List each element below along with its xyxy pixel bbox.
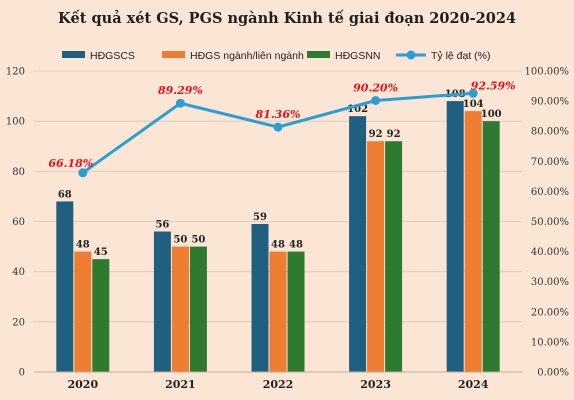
bar-value-label: 104	[463, 99, 484, 110]
bar-value-label: 92	[369, 129, 383, 140]
bar	[153, 231, 171, 372]
bar	[74, 251, 92, 372]
legend: HĐGSCS HĐGS ngành/liên ngành HĐGSNN Tỷ lệ đ…	[62, 50, 491, 62]
x-tick-label: 2022	[263, 378, 294, 391]
bar-value-label: 50	[191, 235, 205, 246]
bar	[367, 141, 385, 372]
bar	[92, 259, 110, 372]
x-tick-label: 2021	[165, 378, 196, 391]
y2-tick-label: 90.00%	[531, 97, 569, 108]
bar	[482, 121, 500, 373]
y2-tick-label: 100.00%	[525, 67, 570, 78]
y-axis-left: 0 20 40 60 80 100 120	[6, 67, 25, 379]
legend-label: HĐGSNN	[335, 50, 381, 62]
y-axis-right: 0.00% 10.00% 20.00% 30.00% 40.00% 50.00% 60.00…	[525, 67, 570, 379]
x-tick-label: 2023	[360, 378, 391, 391]
bar-value-label: 68	[58, 189, 72, 200]
y-tick-label: 40	[12, 267, 25, 278]
rate-line	[81, 91, 474, 175]
bar	[171, 246, 189, 372]
y2-tick-label: 30.00%	[531, 277, 569, 288]
bar-value-label: 59	[253, 212, 267, 223]
y2-tick-label: 50.00%	[531, 217, 569, 228]
legend-swatch	[162, 51, 185, 58]
bar	[251, 224, 269, 372]
bar-value-label: 100	[481, 109, 502, 120]
rate-point	[371, 95, 381, 105]
bar	[446, 101, 464, 372]
x-axis: 2020 2021 2022 2023 2024	[34, 371, 522, 391]
rate-value-label: 81.36%	[256, 108, 301, 121]
rate-line-series: 66.18% 89.29% 81.36% 90.20% 92.59%	[48, 79, 516, 178]
y-tick-label: 60	[12, 217, 25, 228]
bar	[287, 251, 305, 372]
rate-point	[273, 122, 283, 132]
legend-label: HĐGS ngành/liên ngành	[190, 50, 304, 62]
bar-value-label: 50	[173, 235, 187, 246]
bar	[189, 246, 207, 372]
rate-point	[175, 98, 185, 108]
y-tick-label: 80	[12, 167, 25, 178]
legend-marker	[406, 50, 416, 60]
y-tick-label: 120	[6, 67, 25, 78]
legend-swatch	[62, 51, 85, 58]
y-tick-label: 100	[6, 117, 25, 128]
y2-tick-label: 40.00%	[531, 247, 569, 258]
rate-point	[78, 168, 88, 178]
bar	[269, 251, 287, 372]
y2-tick-label: 70.00%	[531, 157, 569, 168]
bar	[56, 201, 74, 372]
y2-tick-label: 0.00%	[537, 368, 569, 379]
bar-value-label: 92	[387, 129, 401, 140]
bar-value-label: 48	[76, 240, 90, 251]
rate-value-label: 90.20%	[353, 81, 398, 94]
legend-label: HĐGSCS	[90, 50, 135, 62]
y2-tick-label: 80.00%	[531, 127, 569, 138]
rate-value-label: 89.29%	[158, 84, 203, 97]
bar-value-label: 45	[94, 247, 108, 258]
y-tick-label: 0	[19, 368, 25, 379]
y2-tick-label: 10.00%	[531, 337, 569, 348]
bar-value-label: 48	[289, 240, 303, 251]
chart-title: Kết quả xét GS, PGS ngành Kinh tế giai đ…	[58, 9, 516, 27]
legend-swatch	[307, 51, 330, 58]
bar	[349, 116, 367, 373]
bar	[385, 141, 403, 372]
y2-tick-label: 60.00%	[531, 187, 569, 198]
legend-label: Tỷ lệ đạt (%)	[431, 50, 491, 62]
bar-value-label: 102	[347, 104, 368, 115]
x-tick-label: 2024	[458, 378, 489, 391]
y-tick-label: 20	[12, 317, 25, 328]
bar-value-label: 56	[155, 220, 169, 231]
rate-value-label: 92.59%	[471, 79, 516, 92]
rate-value-label: 66.18%	[48, 157, 93, 170]
bar-value-label: 48	[271, 240, 285, 251]
x-tick-label: 2020	[67, 378, 98, 391]
rate-point	[468, 88, 478, 98]
y2-tick-label: 20.00%	[531, 307, 569, 318]
bar	[464, 111, 482, 372]
